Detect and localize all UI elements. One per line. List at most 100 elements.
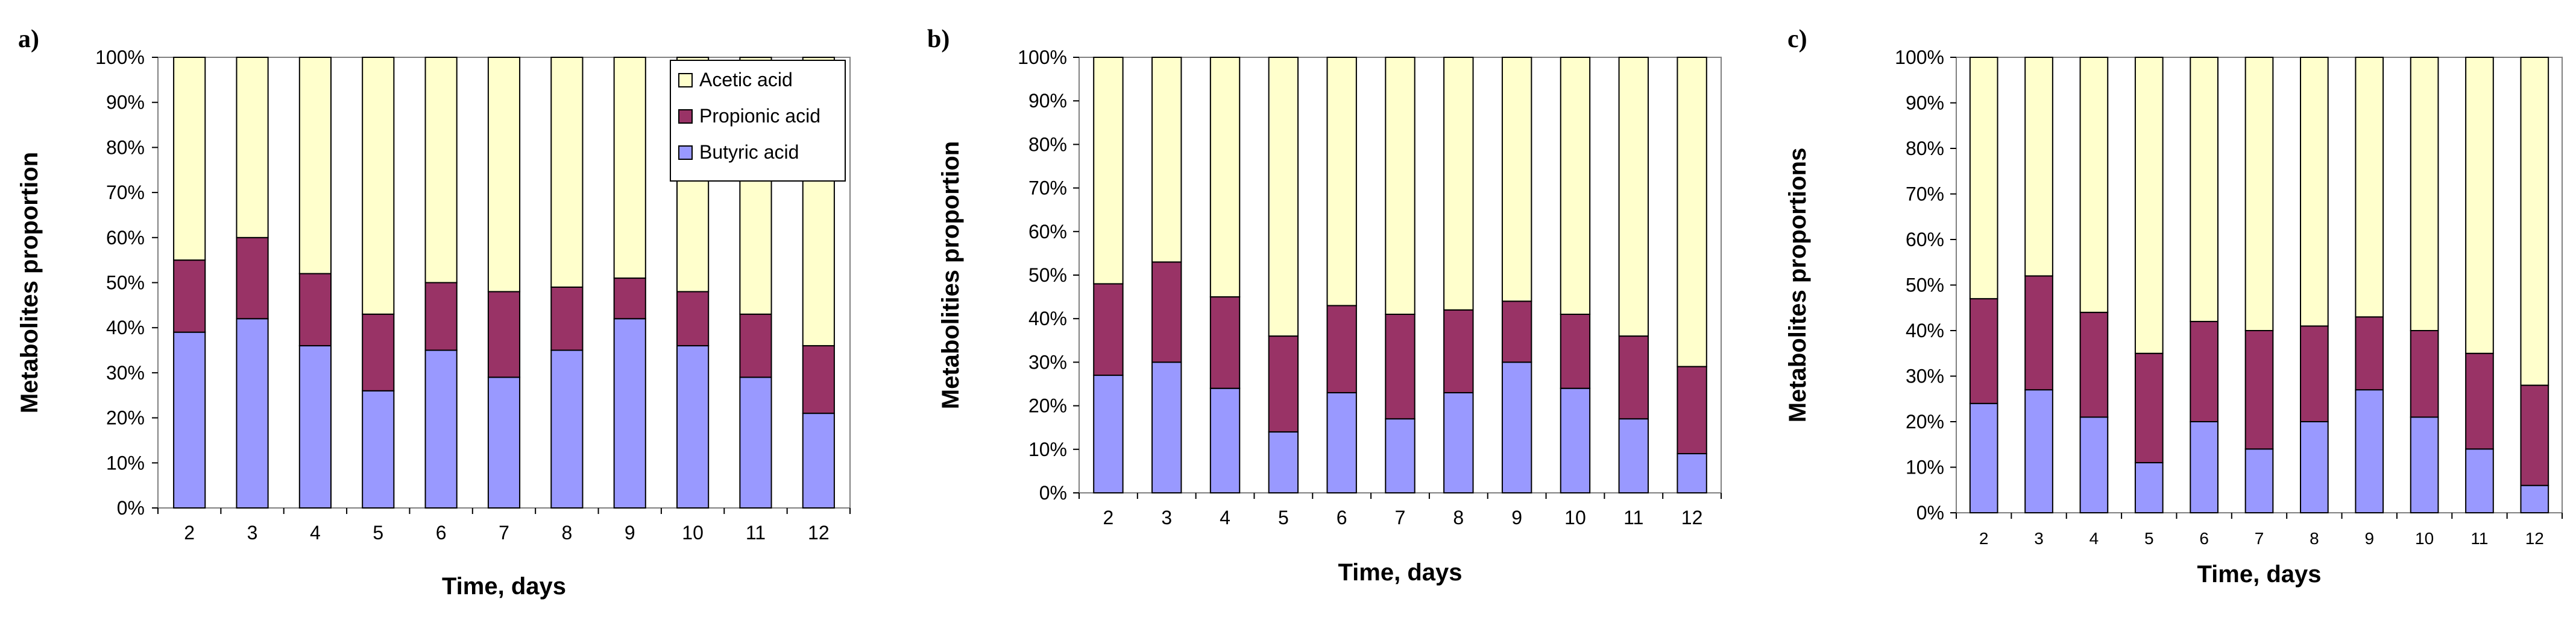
y-tick-label: 90% <box>1906 92 1944 114</box>
y-tick-label: 80% <box>1906 138 1944 159</box>
y-tick-label: 90% <box>1028 90 1067 112</box>
bar-segment-butyric-acid <box>1618 418 1649 494</box>
y-tick-label: 10% <box>106 452 145 474</box>
y-tick-label: 70% <box>1028 177 1067 199</box>
bar-segment-acetic-acid <box>550 57 584 288</box>
bar-segment-butyric-acid <box>2300 421 2329 513</box>
bar-segment-acetic-acid <box>173 57 206 261</box>
y-tick-label: 0% <box>117 497 145 519</box>
y-tick-label: 30% <box>106 362 145 384</box>
bar-segment-propionic-acid <box>236 236 269 320</box>
bar-segment-propionic-acid <box>1093 283 1124 376</box>
panel-label: c) <box>1787 25 1807 53</box>
bar-segment-butyric-acid <box>298 345 332 509</box>
y-tick-label: 30% <box>1028 351 1067 373</box>
bar-segment-acetic-acid <box>1326 57 1357 306</box>
bar-segment-butyric-acid <box>1560 387 1591 493</box>
panel-label: a) <box>18 25 39 53</box>
x-tick-label: 10 <box>2415 529 2434 548</box>
bar-segment-butyric-acid <box>802 413 835 509</box>
y-tick-label: 100% <box>1018 46 1067 68</box>
bar-segment-butyric-acid <box>173 331 206 509</box>
x-tick-label: 9 <box>625 522 635 544</box>
y-tick-label: 100% <box>95 46 145 68</box>
bar-segment-butyric-acid <box>362 390 395 509</box>
y-tick-label: 60% <box>106 227 145 249</box>
bar-segment-propionic-acid <box>1268 335 1299 433</box>
bar-segment-acetic-acid <box>2410 57 2439 331</box>
bar-segment-acetic-acid <box>2465 57 2494 354</box>
x-tick-label: 8 <box>1453 507 1464 528</box>
x-tick-label: 2 <box>184 522 195 544</box>
bar-segment-butyric-acid <box>1151 361 1182 494</box>
bar-segment-propionic-acid <box>298 273 332 347</box>
bar-segment-propionic-acid <box>2465 352 2494 450</box>
bar-segment-propionic-acid <box>613 278 646 320</box>
y-tick-label: 40% <box>1028 308 1067 329</box>
bar-segment-propionic-acid <box>487 291 521 378</box>
x-tick-label: 4 <box>2089 529 2099 548</box>
x-tick-label: 4 <box>310 522 321 544</box>
bar-segment-acetic-acid <box>2300 57 2329 327</box>
bar-segment-propionic-acid <box>1385 313 1416 420</box>
bar-segment-acetic-acid <box>1560 57 1591 315</box>
bar-segment-propionic-acid <box>1501 300 1532 363</box>
y-tick-label: 50% <box>106 272 145 294</box>
bar-segment-butyric-acid <box>1443 392 1474 493</box>
y-tick-label: 50% <box>1906 274 1944 296</box>
bar-segment-propionic-acid <box>2024 275 2053 391</box>
x-tick-label: 6 <box>2199 529 2209 548</box>
y-axis-title: Metabolities proportion <box>937 141 964 409</box>
legend-label: Acetic acid <box>699 69 793 90</box>
bar-segment-propionic-acid <box>1151 261 1182 363</box>
bar-segment-acetic-acid <box>2190 57 2219 322</box>
chart-panel-b: 0% 10% 20% 30% 40% 50% 60% 70% 80% 90% 100% 2 3 4 5 6 7 8… <box>927 25 1722 586</box>
bar-segment-acetic-acid <box>1677 57 1707 367</box>
bar-segment-butyric-acid <box>613 318 646 509</box>
bar-segment-propionic-acid <box>1560 313 1591 389</box>
legend-swatch <box>678 145 693 160</box>
y-axis-title: Metabolites proportion <box>16 152 43 413</box>
bar-segment-butyric-acid <box>487 376 521 509</box>
bar-segment-propionic-acid <box>2079 311 2109 418</box>
bar-segment-propionic-acid <box>2244 330 2274 450</box>
legend-label: Butyric acid <box>699 141 799 163</box>
bar-segment-propionic-acid <box>362 313 395 392</box>
y-tick-label: 0% <box>1039 482 1067 504</box>
bar-segment-butyric-acid <box>2190 421 2219 513</box>
bar-segment-butyric-acid <box>550 349 584 509</box>
bar-segment-acetic-acid <box>2079 57 2109 313</box>
bar-segment-acetic-acid <box>1385 57 1416 315</box>
bar-segment-butyric-acid <box>1093 375 1124 493</box>
bar-segment-butyric-acid <box>424 349 458 509</box>
y-tick-label: 60% <box>1906 229 1944 250</box>
bar-segment-propionic-acid <box>2410 330 2439 418</box>
bar-segment-butyric-acid <box>2244 448 2274 513</box>
bar-segment-acetic-acid <box>1209 57 1241 298</box>
x-tick-label: 5 <box>373 522 383 544</box>
bar-segment-acetic-acid <box>362 57 395 315</box>
x-tick-label: 12 <box>1681 507 1703 528</box>
x-tick-label: 10 <box>1564 507 1586 528</box>
x-tick-label: 11 <box>1623 507 1643 528</box>
bar-segment-acetic-acid <box>487 57 521 293</box>
y-tick-label: 30% <box>1906 366 1944 387</box>
bar-segment-propionic-acid <box>1326 305 1357 393</box>
bar-segment-propionic-acid <box>2355 316 2384 391</box>
bar-segment-acetic-acid <box>1151 57 1182 263</box>
bar-segment-butyric-acid <box>1501 361 1532 494</box>
y-tick-label: 40% <box>106 317 145 338</box>
x-tick-label: 7 <box>499 522 509 544</box>
bar-segment-butyric-acid <box>2024 389 2053 514</box>
bar-segment-propionic-acid <box>2520 384 2549 486</box>
x-tick-label: 7 <box>2255 529 2264 548</box>
legend-swatch <box>678 73 693 87</box>
bar-segment-propionic-acid <box>1618 335 1649 420</box>
y-tick-label: 80% <box>106 136 145 158</box>
y-tick-label: 70% <box>106 182 145 203</box>
x-tick-label: 6 <box>436 522 447 544</box>
y-tick-label: 100% <box>1895 46 1944 68</box>
bar-segment-acetic-acid <box>1093 57 1124 285</box>
bar-segment-acetic-acid <box>1443 57 1474 311</box>
chart-panel-c: 0% 10% 20% 30% 40% 50% 60% 70% 80% 90% 100% 2 3 4 5 6 7 8… <box>1784 25 2563 588</box>
